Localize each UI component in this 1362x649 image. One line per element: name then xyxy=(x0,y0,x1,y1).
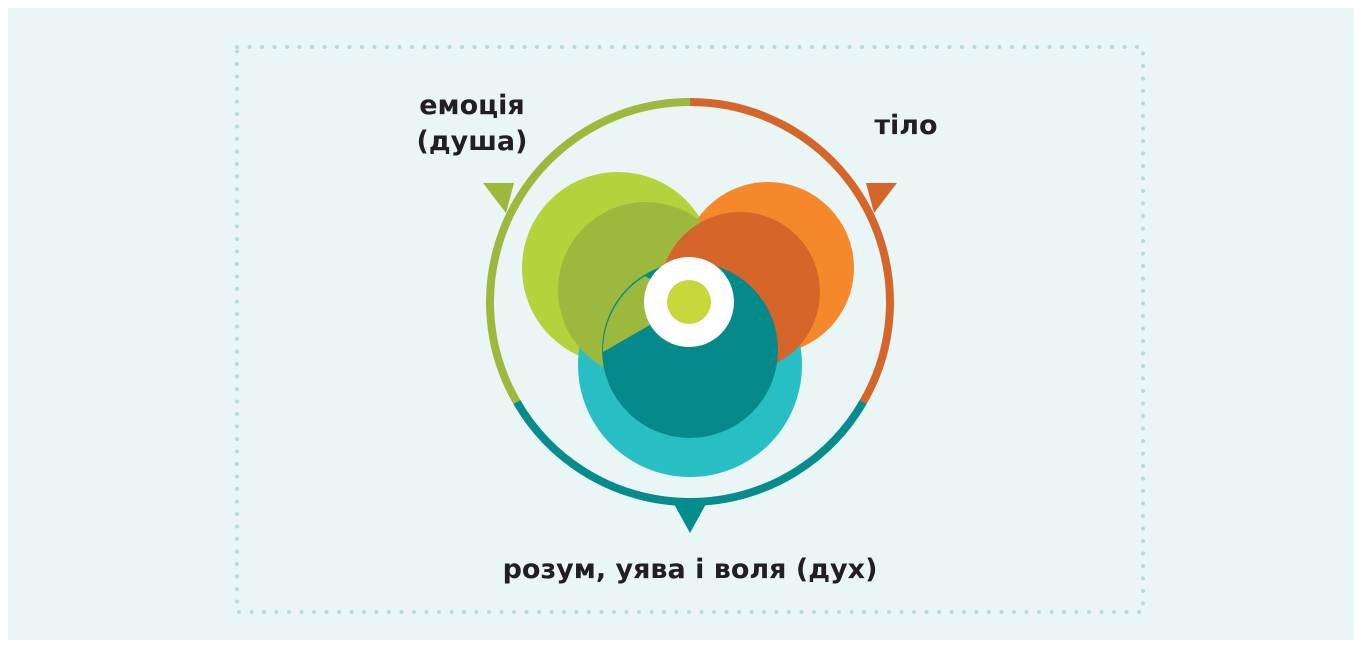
center-dot xyxy=(667,280,711,324)
emotion-arrow xyxy=(483,183,514,213)
body-label: тіло xyxy=(874,110,937,141)
body-arc xyxy=(689,98,894,404)
dotted-frame xyxy=(235,45,1145,614)
emotion-arc xyxy=(486,98,691,404)
mind-label: розум, уява і воля (дух) xyxy=(503,554,878,585)
mind-arc xyxy=(513,399,867,506)
emotion-label: емоція xyxy=(419,90,525,121)
mind-arrow xyxy=(674,504,706,533)
emotion-label: (душа) xyxy=(417,126,528,157)
body-arrow xyxy=(866,183,897,213)
